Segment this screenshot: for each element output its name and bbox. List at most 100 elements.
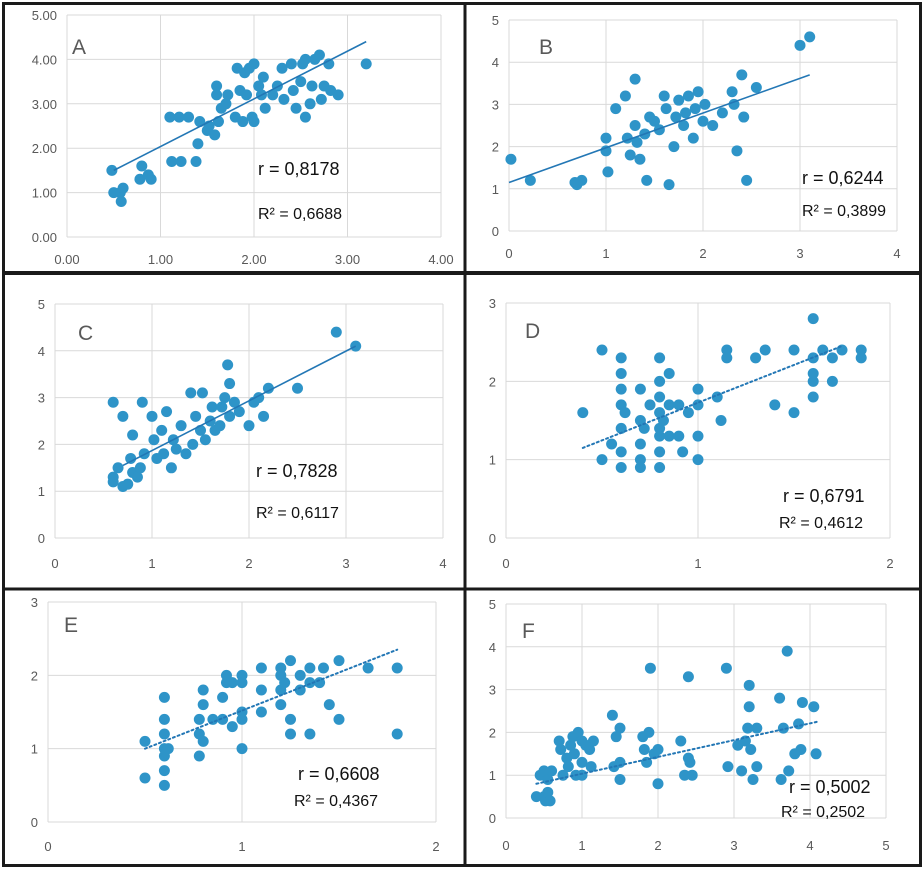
data-point [600, 132, 612, 144]
data-point [808, 701, 820, 713]
panel-label: A [72, 36, 86, 59]
data-point [631, 136, 643, 148]
data-point [175, 156, 187, 168]
y-tick-label: 4 [489, 640, 496, 655]
data-point [207, 713, 219, 725]
data-point [682, 407, 694, 419]
data-point [134, 173, 146, 185]
data-point [211, 80, 223, 92]
data-point [164, 111, 176, 123]
gridlines [54, 303, 444, 539]
data-point [855, 344, 867, 356]
data-point [236, 743, 248, 755]
data-point [576, 174, 588, 186]
gridlines [508, 19, 898, 232]
data-point [804, 31, 816, 43]
data-point [826, 375, 838, 387]
data-point [294, 669, 306, 681]
correlation-label: r = 0,6244 [802, 168, 884, 188]
y-tick-label: 3 [489, 683, 496, 698]
data-point [333, 655, 345, 667]
r-squared-label: R² = 0,4367 [294, 793, 378, 810]
y-tick-label: 2 [492, 140, 499, 155]
data-point [750, 82, 762, 94]
data-point [759, 344, 771, 356]
data-point [299, 111, 311, 123]
data-point [216, 401, 228, 413]
y-tick-label: 4 [38, 344, 45, 359]
data-point [807, 368, 819, 379]
data-point [614, 722, 626, 734]
data-point [743, 679, 755, 691]
y-tick-label: 1 [489, 453, 496, 468]
tick-labels: 0 1 2 3 0 1 2 [31, 595, 440, 854]
data-point [136, 396, 148, 408]
correlation-label: r = 0,6608 [298, 764, 380, 784]
data-point [139, 772, 151, 784]
data-point [634, 153, 646, 165]
data-point [654, 430, 666, 442]
data-point [638, 422, 650, 434]
data-point [267, 89, 279, 101]
data-point [747, 773, 759, 785]
data-point [290, 102, 302, 114]
r-squared-label: R² = 0,2502 [781, 804, 865, 821]
data-point [275, 699, 287, 711]
data-point [125, 452, 137, 464]
data-point [796, 696, 808, 708]
data-point [615, 383, 627, 395]
data-point [584, 744, 596, 756]
data-point [634, 383, 646, 395]
x-tick-label: 2 [432, 839, 439, 854]
y-tick-label: 5 [38, 297, 45, 312]
data-point [299, 53, 311, 65]
data-point [304, 677, 316, 689]
data-point [634, 454, 646, 466]
data-point [209, 129, 221, 141]
data-point [187, 438, 199, 450]
y-tick-label: 3 [489, 296, 496, 311]
data-point [624, 149, 636, 161]
data-point [614, 756, 626, 768]
data-point [243, 420, 255, 432]
x-tick-label: 1 [578, 838, 585, 853]
correlation-label: r = 0,6791 [783, 486, 865, 506]
data-point [654, 391, 666, 403]
data-point [127, 429, 139, 441]
y-tick-label: 4.00 [32, 52, 57, 67]
data-point [807, 375, 819, 387]
data-point [810, 748, 822, 760]
data-point [185, 387, 197, 399]
data-point [134, 462, 146, 474]
data-point [692, 430, 704, 442]
data-point [107, 396, 119, 408]
data-point [658, 90, 670, 102]
data-point [629, 120, 641, 131]
y-tick-label: 0 [489, 811, 496, 826]
data-point [287, 84, 299, 96]
data-point [196, 387, 208, 399]
data-point [505, 153, 517, 165]
data-point [769, 399, 781, 411]
data-point [211, 89, 223, 101]
data-point [619, 90, 631, 102]
data-point [692, 86, 704, 98]
data-point [587, 735, 599, 747]
data-point [585, 761, 597, 773]
data-point [775, 773, 787, 785]
data-point [654, 352, 666, 364]
data-point [161, 406, 173, 418]
x-tick-label: 2.00 [241, 252, 266, 267]
data-point [643, 726, 655, 738]
data-point [197, 735, 209, 747]
data-point [330, 326, 342, 338]
data-point [670, 111, 682, 123]
data-point [224, 410, 236, 422]
data-point [115, 195, 127, 207]
data-point [673, 430, 685, 442]
y-tick-label: 5 [489, 597, 496, 612]
data-point [317, 662, 329, 674]
data-point [275, 662, 287, 674]
data-point [641, 174, 653, 186]
